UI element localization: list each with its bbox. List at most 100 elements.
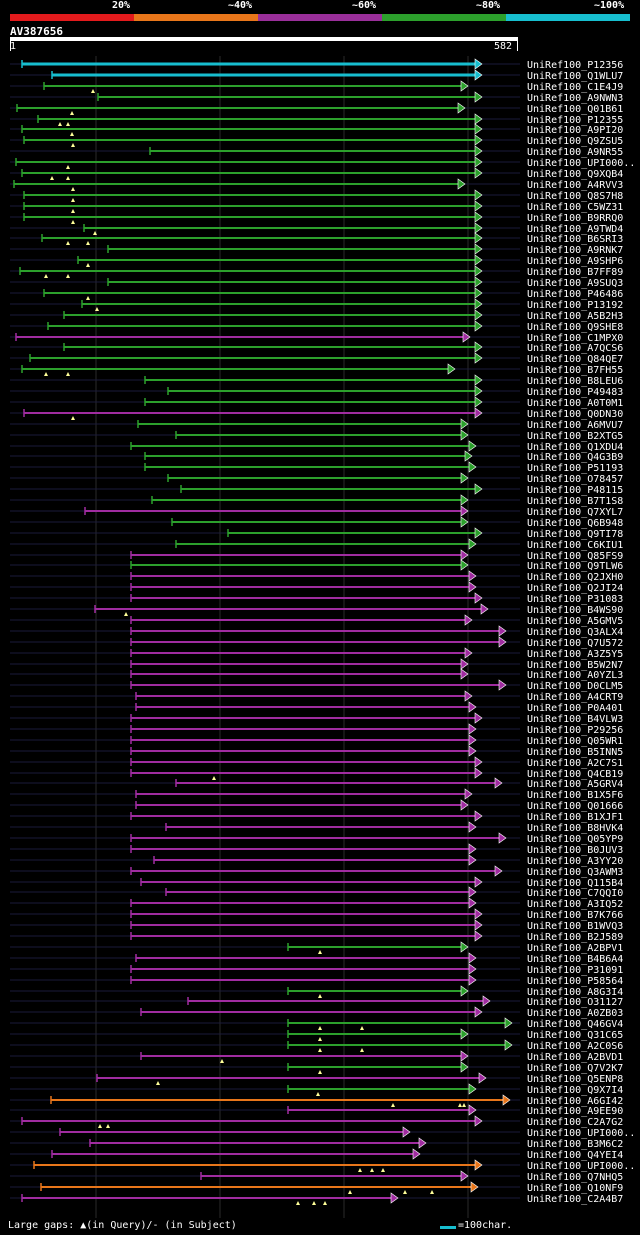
hit-row[interactable]: UniRef100_A9TWD4 xyxy=(10,222,623,235)
hit-row[interactable]: UniRef100_B5INN5 xyxy=(10,745,623,758)
hit-row[interactable]: UniRef100_P31083 xyxy=(10,592,623,605)
hit-row[interactable]: UniRef100_A9SHP6 xyxy=(10,254,623,267)
hit-id-label[interactable]: UniRef100_A6GI42 xyxy=(527,1096,623,1107)
hit-id-label[interactable]: UniRef100_P12355 xyxy=(527,115,623,126)
hit-id-label[interactable]: UniRef100_B1XJF1 xyxy=(527,812,623,823)
hit-id-label[interactable]: UniRef100_A9EE90 xyxy=(527,1106,623,1117)
hit-id-label[interactable]: UniRef100_Q46GV4 xyxy=(527,1019,623,1030)
hit-id-label[interactable]: UniRef100_A3Z5Y5 xyxy=(527,649,623,660)
hit-row[interactable]: UniRef100_P12355 xyxy=(10,113,623,126)
hit-row[interactable]: UniRef100_A9RNK7 xyxy=(10,243,623,256)
hit-id-label[interactable]: UniRef100_A9NWN3 xyxy=(527,93,623,104)
hit-id-label[interactable]: UniRef100_A2BPV1 xyxy=(527,943,623,954)
hit-id-label[interactable]: UniRef100_B4B6A4 xyxy=(527,954,623,965)
hit-id-label[interactable]: UniRef100_A0T0M1 xyxy=(527,398,623,409)
hit-id-label[interactable]: UniRef100_Q7V2K7 xyxy=(527,1063,623,1074)
hit-row[interactable]: UniRef100_Q9TLW6 xyxy=(10,559,623,572)
hit-row[interactable]: UniRef100_Q31C65 xyxy=(10,1028,623,1041)
hit-id-label[interactable]: UniRef100_Q9XQB4 xyxy=(527,169,623,180)
hit-row[interactable]: UniRef100_C1E4J9 xyxy=(10,80,623,93)
hit-id-label[interactable]: UniRef100_B8LEU6 xyxy=(527,376,623,387)
hit-id-label[interactable]: UniRef100_P58564 xyxy=(527,976,623,987)
hit-row[interactable]: UniRef100_B7T1S8 xyxy=(10,494,623,507)
hit-id-label[interactable]: UniRef100_Q4CB19 xyxy=(527,769,623,780)
hit-row[interactable]: UniRef100_B7K766 xyxy=(10,908,623,921)
hit-id-label[interactable]: UniRef100_Q1XDU4 xyxy=(527,442,623,453)
hit-id-label[interactable]: UniRef100_Q05YP9 xyxy=(527,834,623,845)
hit-id-label[interactable]: UniRef100_B7FF89 xyxy=(527,267,623,278)
hit-row[interactable]: UniRef100_P31091 xyxy=(10,963,623,976)
hit-id-label[interactable]: UniRef100_A5GRV4 xyxy=(527,779,623,790)
hit-id-label[interactable]: UniRef100_P0A401 xyxy=(527,703,623,714)
hit-id-label[interactable]: UniRef100_P48115 xyxy=(527,485,623,496)
hit-row[interactable]: UniRef100_Q115B4 xyxy=(10,876,623,889)
hit-id-label[interactable]: UniRef100_O31127 xyxy=(527,997,623,1008)
hit-id-label[interactable]: UniRef100_UPI000.. xyxy=(527,1161,635,1172)
hit-id-label[interactable]: UniRef100_A8G3I4 xyxy=(527,987,623,998)
hit-row[interactable]: UniRef100_Q7U572 xyxy=(10,636,623,649)
hit-row[interactable]: UniRef100_A7QCS6 xyxy=(10,341,623,354)
hit-row[interactable]: UniRef100_Q4G3B9 xyxy=(10,450,623,463)
hit-row[interactable]: UniRef100_P49483 xyxy=(10,385,623,398)
hit-row[interactable]: UniRef100_A6GI42 xyxy=(10,1094,623,1107)
hit-id-label[interactable]: UniRef100_B0JUV3 xyxy=(527,845,623,856)
hit-row[interactable]: UniRef100_P13192 xyxy=(10,298,623,311)
hit-row[interactable]: UniRef100_Q85FS9 xyxy=(10,549,623,562)
hit-row[interactable]: UniRef100_P46486 xyxy=(10,287,623,300)
hit-row[interactable]: UniRef100_B1WVQ3 xyxy=(10,919,623,932)
hit-id-label[interactable]: UniRef100_C1E4J9 xyxy=(527,82,623,93)
hit-id-label[interactable]: UniRef100_Q2JXH0 xyxy=(527,572,623,583)
hit-row[interactable]: UniRef100_B9RRQ0 xyxy=(10,211,623,224)
hit-id-label[interactable]: UniRef100_P51193 xyxy=(527,463,623,474)
hit-id-label[interactable]: UniRef100_A2C7S1 xyxy=(527,758,623,769)
hit-id-label[interactable]: UniRef100_B7K766 xyxy=(527,910,623,921)
hit-id-label[interactable]: UniRef100_Q4YEI4 xyxy=(527,1150,623,1161)
hit-row[interactable]: UniRef100_Q4YEI4 xyxy=(10,1148,623,1161)
hit-row[interactable]: UniRef100_A2BPV1 xyxy=(10,941,623,954)
hit-row[interactable]: UniRef100_A3YY20 xyxy=(10,854,623,867)
hit-row[interactable]: UniRef100_UPI000.. xyxy=(10,1126,635,1139)
hit-row[interactable]: UniRef100_A9PI20 xyxy=(10,123,623,136)
hit-row[interactable]: UniRef100_Q9XQB4 xyxy=(10,167,623,180)
hit-id-label[interactable]: UniRef100_B8HVK4 xyxy=(527,823,623,834)
hit-id-label[interactable]: UniRef100_A9RNK7 xyxy=(527,245,623,256)
hit-id-label[interactable]: UniRef100_P31091 xyxy=(527,965,623,976)
hit-row[interactable]: UniRef100_A9NR55 xyxy=(10,145,623,158)
hit-id-label[interactable]: UniRef100_A2C0S6 xyxy=(527,1041,623,1052)
hit-row[interactable]: UniRef100_A5GMV5 xyxy=(10,614,623,627)
hit-id-label[interactable]: UniRef100_C2A4B7 xyxy=(527,1194,623,1205)
hit-id-label[interactable]: UniRef100_P31083 xyxy=(527,594,623,605)
hit-row[interactable]: UniRef100_B0JUV3 xyxy=(10,843,623,856)
hit-id-label[interactable]: UniRef100_A3YY20 xyxy=(527,856,623,867)
hit-row[interactable]: UniRef100_A3IQ52 xyxy=(10,897,623,910)
hit-row[interactable]: UniRef100_Q05YP9 xyxy=(10,832,623,845)
hit-row[interactable]: UniRef100_Q3ALX4 xyxy=(10,625,623,638)
hit-id-label[interactable]: UniRef100_B9RRQ0 xyxy=(527,213,623,224)
hit-row[interactable]: UniRef100_A2BVD1 xyxy=(10,1050,623,1063)
hit-row[interactable]: UniRef100_D0CLM5 xyxy=(10,679,623,692)
hit-id-label[interactable]: UniRef100_A4CRT9 xyxy=(527,692,623,703)
hit-row[interactable]: UniRef100_Q05WR1 xyxy=(10,734,623,747)
hit-id-label[interactable]: UniRef100_Q01B61 xyxy=(527,104,623,115)
hit-id-label[interactable]: UniRef100_B2XTG5 xyxy=(527,431,623,442)
hit-id-label[interactable]: UniRef100_Q9TI78 xyxy=(527,529,623,540)
hit-row[interactable]: UniRef100_Q7XYL7 xyxy=(10,505,623,518)
hit-row[interactable]: UniRef100_Q2JI24 xyxy=(10,581,623,594)
hit-row[interactable]: UniRef100_B2XTG5 xyxy=(10,429,623,442)
hit-id-label[interactable]: UniRef100_Q115B4 xyxy=(527,878,623,889)
hit-row[interactable]: UniRef100_Q2JXH0 xyxy=(10,570,623,583)
hit-row[interactable]: UniRef100_A9EE90 xyxy=(10,1104,623,1117)
hit-row[interactable]: UniRef100_Q5ENP8 xyxy=(10,1072,623,1085)
hit-id-label[interactable]: UniRef100_Q5ENP8 xyxy=(527,1074,623,1085)
hit-id-label[interactable]: UniRef100_Q9TLW6 xyxy=(527,561,623,572)
hit-id-label[interactable]: UniRef100_Q9SHE8 xyxy=(527,322,623,333)
hit-row[interactable]: UniRef100_A6MVU7 xyxy=(10,418,623,431)
hit-id-label[interactable]: UniRef100_P29256 xyxy=(527,725,623,736)
hit-row[interactable]: UniRef100_Q01B61 xyxy=(10,102,623,115)
hit-id-label[interactable]: UniRef100_Q01666 xyxy=(527,801,623,812)
hit-id-label[interactable]: UniRef100_B4VLW3 xyxy=(527,714,623,725)
hit-id-label[interactable]: UniRef100_B5W2N7 xyxy=(527,660,623,671)
hit-row[interactable]: UniRef100_A2C7S1 xyxy=(10,756,623,769)
hit-row[interactable]: UniRef100_O31127 xyxy=(10,995,623,1008)
hit-row[interactable]: UniRef100_Q1WLU7 xyxy=(10,69,623,82)
